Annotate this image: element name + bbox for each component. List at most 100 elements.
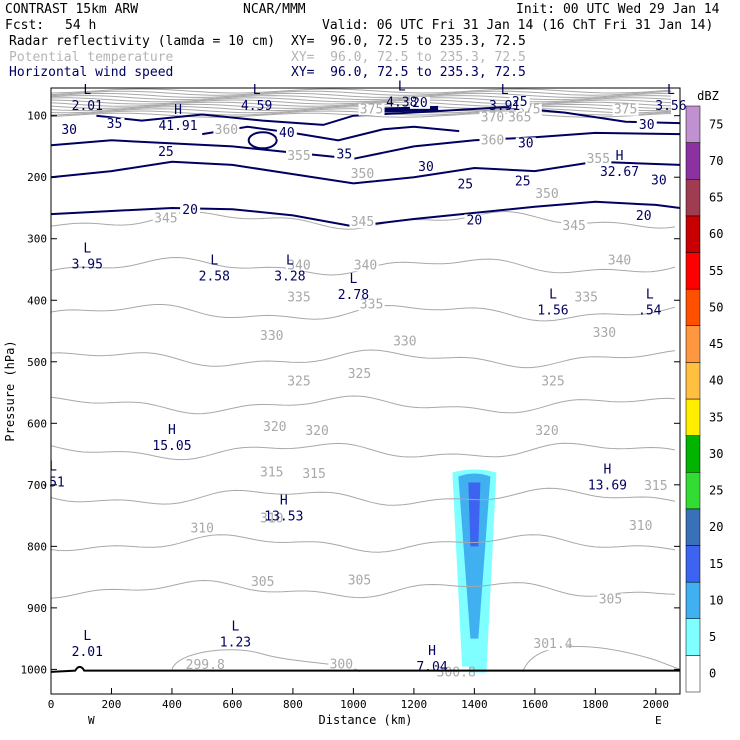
colorbar-level: 5 — [709, 630, 716, 644]
colorbar-swatch — [685, 215, 701, 253]
y-tick-label: 100 — [27, 110, 47, 123]
theta-contour-line — [522, 645, 681, 673]
theta-label: 315 — [302, 467, 325, 482]
y-tick-label: 400 — [27, 294, 47, 307]
y-tick-label: 500 — [27, 356, 47, 369]
theta-label-bg — [285, 259, 312, 272]
wind-contour-line — [50, 200, 681, 228]
theta-label-bg — [585, 152, 612, 165]
fcst-value: 54 h — [65, 18, 97, 33]
extremum-value: 3.95 — [72, 257, 103, 272]
extremum-value: 41.91 — [158, 119, 197, 134]
colorbar-swatch — [685, 508, 701, 546]
theta-label: 340 — [354, 258, 377, 273]
wind-label-bg — [276, 126, 297, 139]
theta-label: 355 — [587, 152, 610, 167]
theta-label-bg — [443, 666, 470, 679]
x-tick-label: 1600 — [522, 698, 549, 711]
extremum-marker: L — [549, 287, 557, 302]
extremum-value: 1.23 — [220, 636, 251, 651]
wind-label-bg — [59, 123, 80, 136]
theta-label-bg — [352, 259, 379, 272]
extremum-value: 13.69 — [588, 479, 627, 494]
theta-label: 335 — [360, 298, 383, 313]
theta-label: 301.4 — [533, 637, 572, 652]
theta-label-bg — [479, 134, 506, 147]
wind-label-bg — [409, 96, 430, 109]
potential-temperature-contours — [50, 88, 681, 673]
extremum-marker: H — [174, 103, 182, 118]
theta-contour-line — [50, 99, 672, 105]
extremum-marker: H — [604, 463, 612, 478]
east-label: E — [655, 714, 662, 727]
theta-label-bg — [391, 335, 418, 348]
wind-label-bg — [509, 96, 530, 109]
wind-label: 25 — [512, 95, 528, 110]
theta-label-bg — [349, 168, 376, 181]
theta-label-bg — [612, 103, 639, 116]
x-tick-label: 600 — [223, 698, 243, 711]
wind-label: 30 — [639, 118, 655, 133]
extremum-value: 13.53 — [264, 510, 303, 525]
theta-label: 305 — [251, 575, 274, 590]
colorbar-swatch — [685, 398, 701, 436]
colorbar-level: 30 — [709, 447, 723, 461]
x-tick-label: 200 — [102, 698, 122, 711]
x-tick-label: 2000 — [643, 698, 670, 711]
theta-label: 360 — [215, 123, 238, 138]
theta-label: 375 — [614, 103, 637, 118]
colorbar-swatch — [685, 325, 701, 363]
x-tick-label: 1200 — [401, 698, 428, 711]
theta-label: 310 — [629, 519, 652, 534]
wind-label: 35 — [337, 148, 353, 163]
theta-label-bg — [642, 480, 669, 493]
colorbar-swatch — [685, 362, 701, 400]
theta-label: 305 — [599, 592, 622, 607]
theta-contour-line — [50, 90, 672, 96]
colorbar-level: 40 — [709, 374, 723, 388]
colorbar-swatch — [685, 655, 701, 693]
x-tick-label: 400 — [162, 698, 182, 711]
wind-label: 25 — [158, 145, 174, 160]
colorbar-level: 65 — [709, 191, 723, 205]
colorbar-swatch — [685, 179, 701, 217]
colorbar-level: 0 — [709, 667, 716, 681]
theta-label-bg — [533, 187, 560, 200]
y-tick-label: 900 — [27, 602, 47, 615]
extremum-marker: L — [83, 241, 91, 256]
theta-label: 360 — [481, 133, 504, 148]
wind-label-bg — [648, 174, 669, 187]
center-name: NCAR/MMM — [243, 2, 306, 17]
theta-contour-line — [50, 97, 672, 103]
extremum-value: 3.91 — [489, 99, 520, 114]
extremum-value: 1.56 — [537, 303, 568, 318]
wind-label-bg — [155, 146, 176, 159]
colorbar-level: 75 — [709, 117, 723, 131]
wind-label-bg — [636, 118, 657, 131]
theta-label: 320 — [263, 420, 286, 435]
theta-label-bg — [346, 574, 373, 587]
terrain-line — [50, 665, 680, 673]
theta-contour-line — [50, 442, 676, 461]
field-reflectivity-name: Radar reflectivity (lamda = 10 cm) — [9, 34, 276, 49]
theta-label-bg — [152, 212, 179, 225]
theta-label-bg — [346, 368, 373, 381]
colorbar-level: 55 — [709, 264, 723, 278]
colorbar-swatch — [685, 252, 701, 290]
field-theta-xy: XY= 96.0, 72.5 to 235.3, 72.5 — [291, 50, 526, 65]
theta-label-bg — [301, 467, 328, 480]
extremum-value: 2.58 — [199, 270, 230, 285]
extremum-value: 3.56 — [655, 99, 686, 114]
theta-contour-line — [50, 395, 676, 415]
y-tick-label: 1000 — [21, 663, 48, 676]
wind-label-bg — [334, 148, 355, 161]
theta-label: 370 — [481, 111, 504, 126]
extremum-value: 32.67 — [600, 165, 639, 180]
field-wind-xy: XY= 96.0, 72.5 to 235.3, 72.5 — [291, 65, 526, 80]
theta-label: 330 — [593, 326, 616, 341]
theta-label-bg — [358, 298, 385, 311]
reflectivity-cell — [452, 469, 497, 673]
colorbar-level: 50 — [709, 300, 723, 314]
extremum-marker: L — [83, 83, 91, 98]
